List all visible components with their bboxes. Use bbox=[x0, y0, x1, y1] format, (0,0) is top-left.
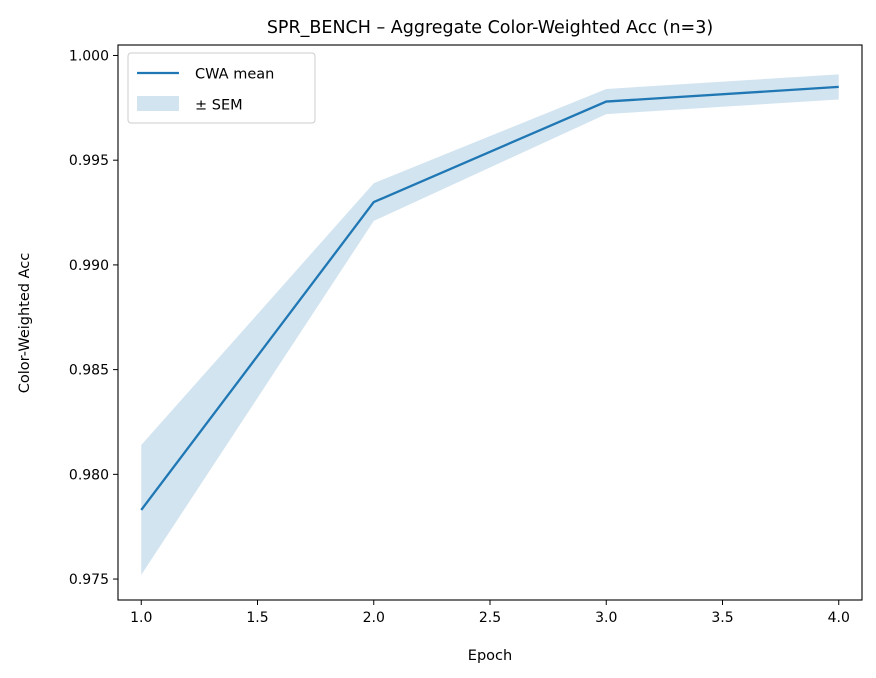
y-tick-label: 0.975 bbox=[69, 572, 109, 588]
x-tick-label: 1.5 bbox=[246, 610, 268, 626]
y-tick-label: 1.000 bbox=[69, 48, 109, 64]
x-axis-label: Epoch bbox=[468, 648, 512, 664]
y-tick-label: 0.990 bbox=[69, 258, 109, 274]
x-tick-label: 3.0 bbox=[595, 610, 617, 626]
y-tick-label: 0.980 bbox=[69, 467, 109, 483]
x-axis-ticks: 1.0 1.5 2.0 2.5 3.0 3.5 4.0 bbox=[130, 600, 850, 626]
legend-label-sem: ± SEM bbox=[195, 98, 243, 114]
sem-band bbox=[141, 74, 839, 575]
series-line-cwa-mean bbox=[140, 85, 839, 511]
x-tick-label: 4.0 bbox=[828, 610, 850, 626]
y-tick-label: 0.995 bbox=[69, 153, 109, 169]
y-axis-label: Color-Weighted Acc bbox=[17, 253, 33, 393]
x-tick-label: 1.0 bbox=[130, 610, 152, 626]
legend: CWA mean ± SEM bbox=[127, 52, 316, 124]
x-tick-label: 2.5 bbox=[479, 610, 501, 626]
plot-area bbox=[140, 74, 839, 575]
y-tick-label: 0.985 bbox=[69, 363, 109, 379]
legend-swatch-sem bbox=[137, 96, 179, 111]
y-axis-ticks: 0.975 0.980 0.985 0.990 0.995 1.000 bbox=[69, 48, 118, 588]
x-tick-label: 2.0 bbox=[363, 610, 385, 626]
legend-box bbox=[127, 52, 316, 124]
chart-title: SPR_BENCH – Aggregate Color-Weighted Acc… bbox=[267, 18, 713, 38]
axes-frame bbox=[117, 44, 863, 601]
x-tick-label: 3.5 bbox=[711, 610, 733, 626]
legend-label-cwa-mean: CWA mean bbox=[195, 67, 274, 83]
data-points bbox=[141, 86, 839, 510]
